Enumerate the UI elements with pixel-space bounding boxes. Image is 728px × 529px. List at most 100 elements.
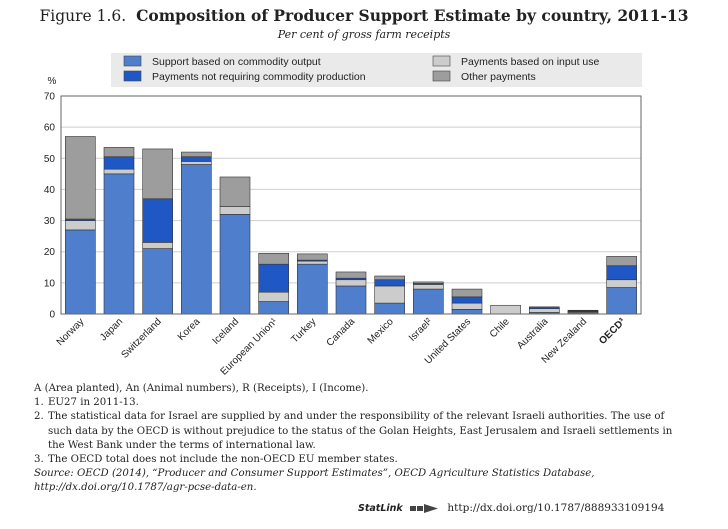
footnote-number: 1. bbox=[34, 397, 44, 409]
source-note: Source: OECD (2014), “Producer and Consu… bbox=[34, 468, 595, 494]
statlink-arrow-icon bbox=[410, 503, 439, 513]
bar-segment bbox=[181, 156, 212, 162]
bar-segment bbox=[181, 161, 212, 165]
bar-segment bbox=[490, 304, 521, 315]
bar-segment bbox=[258, 301, 289, 315]
y-tick-label: 0 bbox=[49, 310, 55, 321]
bar-segment bbox=[606, 279, 637, 288]
x-tick-label: Canada bbox=[325, 316, 358, 349]
bar-segment bbox=[181, 151, 212, 158]
bar-segment bbox=[181, 164, 212, 315]
bar-segment bbox=[142, 198, 173, 243]
bar-segment bbox=[451, 288, 483, 298]
figure-subtitle: Per cent of gross farm receipts bbox=[277, 28, 451, 41]
footnote-number: 3. bbox=[34, 454, 44, 466]
bar-segment bbox=[142, 148, 173, 200]
y-axis-label: % bbox=[48, 76, 57, 87]
bar-segment bbox=[103, 147, 135, 158]
x-tick-label: Mexico bbox=[366, 316, 396, 346]
bar-segment bbox=[103, 173, 135, 315]
bar-segment bbox=[65, 220, 96, 231]
bar-segment bbox=[297, 253, 328, 261]
bar-segment bbox=[567, 309, 599, 312]
legend-label: Payments based on input use bbox=[461, 56, 600, 68]
footnote-text: The OECD total does not include the non-… bbox=[48, 454, 398, 466]
bar-segment bbox=[413, 288, 444, 315]
statlink-brand: StatLink bbox=[358, 503, 403, 514]
legend-background bbox=[111, 53, 642, 87]
bar-segment bbox=[606, 265, 637, 281]
chart-legend: Support based on commodity output Payment… bbox=[111, 53, 642, 87]
footnote-text: EU27 in 2011-13. bbox=[48, 397, 139, 409]
bar-segment bbox=[335, 271, 367, 279]
bar-segment bbox=[258, 291, 289, 302]
y-tick-label: 30 bbox=[44, 216, 56, 227]
y-tick-label: 50 bbox=[44, 154, 56, 165]
bar-segment bbox=[103, 168, 135, 175]
bar-segment bbox=[335, 279, 367, 287]
bar-segment bbox=[219, 214, 251, 315]
stacked-bar-chart: Support based on commodity output Payment… bbox=[44, 53, 642, 378]
y-tick-label: 10 bbox=[44, 278, 56, 289]
bar-segment bbox=[374, 275, 405, 281]
y-tick-label: 60 bbox=[44, 123, 56, 134]
abbrev-note: A (Area planted), An (Animal numbers), R… bbox=[34, 383, 369, 394]
bar-segment bbox=[374, 279, 405, 287]
bar-segment bbox=[65, 136, 96, 220]
legend-swatch bbox=[432, 70, 451, 82]
legend-swatch bbox=[432, 55, 451, 67]
bar-segment bbox=[65, 229, 96, 315]
x-tick-label: Iceland bbox=[211, 316, 242, 347]
footnote-number: 2. bbox=[34, 411, 44, 423]
bar-segment bbox=[374, 302, 405, 315]
bar-segment bbox=[451, 296, 483, 304]
figure-notes: A (Area planted), An (Animal numbers), R… bbox=[34, 382, 674, 496]
figure-label: Figure 1.6. bbox=[39, 7, 127, 25]
legend-label: Payments not requiring commodity product… bbox=[152, 71, 366, 83]
legend-label: Other payments bbox=[461, 71, 536, 83]
y-tick-label: 20 bbox=[44, 247, 56, 258]
x-tick-label: Turkey bbox=[289, 316, 318, 345]
x-tick-label: Norway bbox=[55, 316, 87, 348]
footnote-3: 3. The OECD total does not include the n… bbox=[34, 453, 674, 467]
bar-segment bbox=[142, 248, 173, 315]
statlink-url[interactable]: http://dx.doi.org/10.1787/888933109194 bbox=[447, 502, 665, 514]
x-tick-label: Israel² bbox=[407, 316, 435, 344]
x-tick-label: Japan bbox=[98, 316, 125, 343]
bar-segment bbox=[142, 242, 173, 249]
bar-segment bbox=[529, 306, 560, 310]
footnote-1: 1. EU27 in 2011-13. bbox=[34, 396, 674, 410]
bar-segment bbox=[335, 285, 367, 315]
bar-segment bbox=[413, 281, 444, 284]
x-tick-label: Australia bbox=[515, 316, 551, 352]
legend-swatch bbox=[123, 55, 142, 67]
statlink: StatLink http://dx.doi.org/10.1787/88893… bbox=[358, 502, 664, 514]
y-tick-label: 70 bbox=[44, 92, 56, 103]
x-tick-label: Switzerland bbox=[119, 316, 163, 360]
x-tick-label: Chile bbox=[488, 316, 512, 340]
legend-label: Support based on commodity output bbox=[152, 56, 321, 68]
bar-segment bbox=[413, 284, 444, 290]
bar-segment bbox=[219, 176, 251, 207]
bar-segment bbox=[258, 252, 289, 265]
x-tick-label: Korea bbox=[176, 316, 203, 343]
bar-segment bbox=[258, 263, 289, 293]
x-tick-label: OECD³ bbox=[597, 316, 628, 347]
footnote-text: The statistical data for Israel are supp… bbox=[48, 411, 673, 451]
y-tick-label: 40 bbox=[44, 185, 56, 196]
plot-frame bbox=[60, 95, 642, 315]
footnote-2: 2. The statistical data for Israel are s… bbox=[34, 410, 674, 453]
bar-segment bbox=[297, 263, 328, 315]
bar-segment bbox=[606, 256, 637, 267]
figure-title: Composition of Producer Support Estimate… bbox=[136, 6, 689, 25]
bar-segment bbox=[297, 260, 328, 265]
bar-segment bbox=[451, 309, 483, 315]
bar-segment bbox=[529, 308, 560, 313]
chart-bars bbox=[65, 136, 637, 315]
figure-title-block: Figure 1.6. Composition of Producer Supp… bbox=[0, 6, 728, 25]
bar-segment bbox=[219, 206, 251, 215]
bar-segment bbox=[374, 285, 405, 304]
legend-swatch bbox=[123, 70, 142, 82]
bar-segment bbox=[606, 287, 637, 315]
bar-segment bbox=[103, 156, 135, 170]
